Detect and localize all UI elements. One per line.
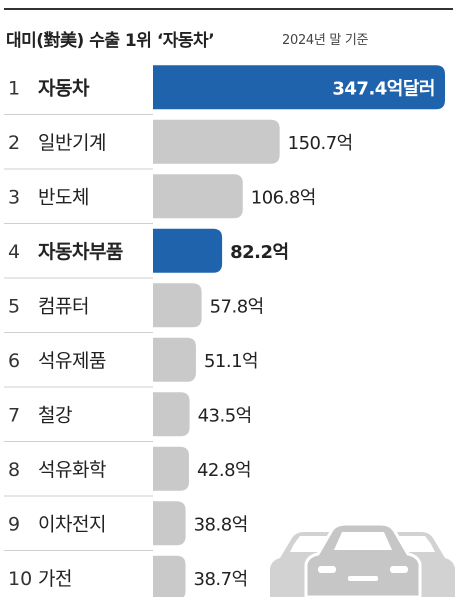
value-label: 82.2억: [230, 242, 288, 263]
value-label: 106.8억: [251, 187, 316, 208]
rank-label: 8: [8, 459, 20, 481]
bar: [153, 337, 196, 382]
rank-label: 4: [8, 241, 20, 263]
category-label: 자동차부품: [38, 241, 123, 263]
bar: [153, 65, 445, 110]
category-label: 석유제품: [38, 350, 106, 372]
bar: [153, 174, 243, 219]
bar: [153, 392, 190, 437]
category-label: 반도체: [38, 186, 89, 208]
category-label: 자동차: [38, 77, 90, 99]
value-label: 38.8억: [194, 514, 248, 535]
bar: [153, 228, 223, 273]
value-label: 42.8억: [197, 460, 251, 481]
category-label: 일반기계: [38, 132, 106, 154]
value-label: 38.7억: [194, 569, 248, 590]
rank-label: 3: [8, 186, 20, 208]
rank-label: 5: [8, 295, 20, 317]
value-label: 43.5억: [198, 405, 252, 426]
bar: [153, 283, 202, 328]
rank-label: 6: [8, 350, 20, 372]
value-label: 347.4억달러: [332, 78, 435, 99]
category-label: 철강: [38, 404, 72, 426]
cars-icon: [270, 522, 455, 597]
value-label: 51.1억: [204, 351, 258, 372]
bar: [153, 446, 189, 491]
category-label: 석유화학: [38, 459, 106, 481]
chart-subtitle: 2024년 말 기준: [282, 33, 369, 48]
bar-chart: 1 자동차 347.4억달러 2 일반기계 150.7억 3 반도체 106.8억 4 자동차부품 8…: [4, 65, 445, 597]
category-label: 컴퓨터: [38, 295, 89, 317]
rank-label: 2: [8, 132, 20, 154]
category-label: 가전: [38, 568, 72, 590]
category-label: 이차전지: [38, 513, 106, 535]
bar: [153, 501, 186, 546]
bar: [153, 119, 280, 164]
top-rule: [4, 8, 453, 10]
chart-title: 대미(對美) 수출 1위 ‘자동차’: [6, 31, 215, 51]
rank-label: 7: [8, 404, 20, 426]
rank-label: 9: [8, 513, 20, 535]
rank-label: 10: [8, 568, 32, 590]
rank-label: 1: [8, 77, 20, 99]
bar: [153, 555, 186, 597]
value-label: 150.7억: [288, 133, 353, 154]
value-label: 57.8억: [210, 296, 264, 317]
